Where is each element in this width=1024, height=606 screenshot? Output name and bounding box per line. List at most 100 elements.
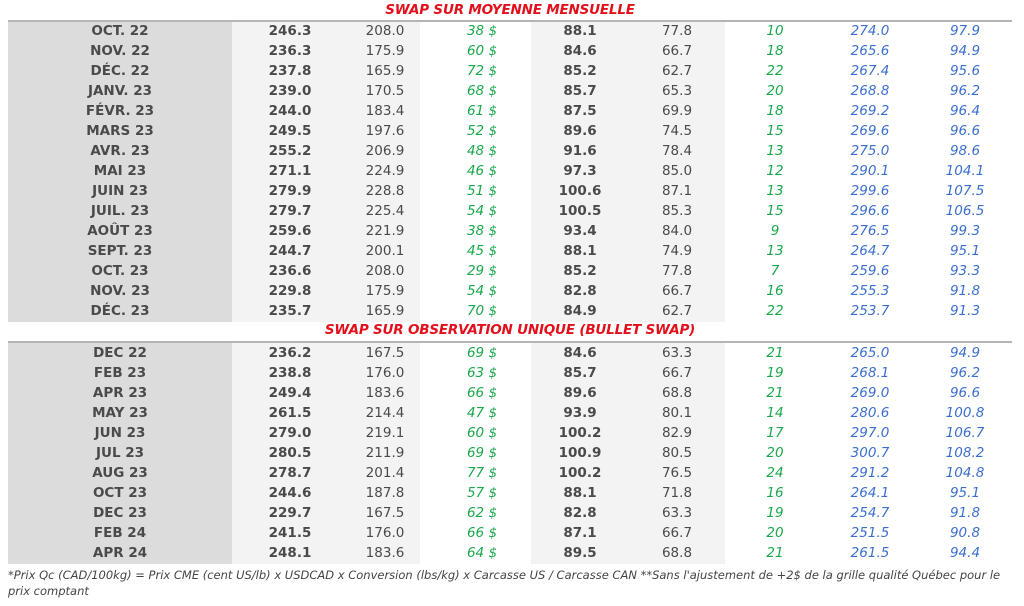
row-label: FEB 24 (93, 525, 147, 541)
table-cell: 64 $ (466, 545, 498, 561)
table-cell: 29 $ (466, 263, 498, 279)
row-label: DÉC. 22 (90, 63, 150, 79)
table-row: NOV. 22 236.3 175.9 60 $ 84.6 66.7 18 265.6 94.9 (0, 41, 1024, 61)
table-cell: 261.5 (268, 405, 312, 421)
table-cell: 90.8 (949, 525, 981, 541)
table-cell: 238.8 (268, 365, 312, 381)
table-cell: 208.0 (365, 263, 405, 279)
table-cell: 300.7 (850, 445, 890, 461)
table-cell: 167.5 (365, 505, 405, 521)
table-row: APR 23 249.4 183.6 66 $ 89.6 68.8 21 269.0 96.6 (0, 383, 1024, 403)
table-cell: 268.1 (850, 365, 890, 381)
table-cell: 208.0 (365, 23, 405, 39)
table-cell: 299.6 (850, 183, 890, 199)
table-cell: 20 (766, 445, 784, 461)
table-cell: 20 (766, 83, 784, 99)
table-cell: 87.1 (563, 525, 597, 541)
row-label: MAI 23 (93, 163, 147, 179)
table-cell: 183.6 (365, 545, 405, 561)
table-cell: 80.5 (661, 445, 693, 461)
table-row: OCT. 22 246.3 208.0 38 $ 88.1 77.8 10 274.0 97.9 (0, 21, 1024, 41)
table-cell: 95.1 (949, 243, 981, 259)
row-label: OCT 23 (92, 485, 148, 501)
row-label: AVR. 23 (90, 143, 150, 159)
row-label: AUG 23 (92, 465, 148, 481)
table-row: DEC 22 236.2 167.5 69 $ 84.6 63.3 21 265.0 94.9 (0, 343, 1024, 363)
table-row: FEB 24 241.5 176.0 66 $ 87.1 66.7 20 251.5 90.8 (0, 523, 1024, 543)
row-label: DEC 22 (93, 345, 147, 361)
table-cell: 48 $ (466, 143, 498, 159)
table-cell: 99.3 (949, 223, 981, 239)
table-cell: 267.4 (850, 63, 890, 79)
table-cell: 66.7 (661, 283, 693, 299)
table-row: OCT 23 244.6 187.8 57 $ 88.1 71.8 16 264.1 95.1 (0, 483, 1024, 503)
table-cell: 279.7 (268, 203, 312, 219)
table-cell: 62 $ (466, 505, 498, 521)
table-cell: 170.5 (365, 83, 405, 99)
table-row: DÉC. 23 235.7 165.9 70 $ 84.9 62.7 22 253.7 91.3 (0, 301, 1024, 321)
table-cell: 87.1 (661, 183, 693, 199)
table-cell: 18 (766, 43, 784, 59)
table-cell: 54 $ (466, 283, 498, 299)
table-cell: 10 (766, 23, 784, 39)
table-cell: 279.9 (268, 183, 312, 199)
table-cell: 261.5 (850, 545, 890, 561)
table-cell: 239.0 (268, 83, 312, 99)
table-cell: 264.1 (850, 485, 890, 501)
table-cell: 68.8 (661, 545, 693, 561)
table-cell: 65.3 (661, 83, 693, 99)
table-cell: 77.8 (661, 263, 693, 279)
table-cell: 84.9 (563, 303, 597, 319)
table-cell: 63.3 (661, 345, 693, 361)
table-cell: 100.9 (558, 445, 602, 461)
table-cell: 275.0 (850, 143, 890, 159)
table-cell: 85.7 (563, 83, 597, 99)
table-cell: 74.9 (661, 243, 693, 259)
table-row: FEB 23 238.8 176.0 63 $ 85.7 66.7 19 268.1 96.2 (0, 363, 1024, 383)
table-cell: 91.8 (949, 505, 981, 521)
table-cell: 85.0 (661, 163, 693, 179)
table-cell: 15 (766, 123, 784, 139)
table-cell: 297.0 (850, 425, 890, 441)
table-cell: 253.7 (850, 303, 890, 319)
table-cell: 68 $ (466, 83, 498, 99)
table-cell: 91.8 (949, 283, 981, 299)
table-row: DÉC. 22 237.8 165.9 72 $ 85.2 62.7 22 267.4 95.6 (0, 61, 1024, 81)
table-cell: 236.3 (268, 43, 312, 59)
table-row: APR 24 248.1 183.6 64 $ 89.5 68.8 21 261.5 94.4 (0, 543, 1024, 563)
table-cell: 280.5 (268, 445, 312, 461)
table-cell: 78.4 (661, 143, 693, 159)
table-cell: 60 $ (466, 43, 498, 59)
table-cell: 165.9 (365, 303, 405, 319)
table-cell: 45 $ (466, 243, 498, 259)
table-row: AUG 23 278.7 201.4 77 $ 100.2 76.5 24 291.2 104.… (0, 463, 1024, 483)
table-cell: 69.9 (661, 103, 693, 119)
table-cell: 21 (766, 385, 784, 401)
table-cell: 62.7 (661, 63, 693, 79)
table-cell: 61 $ (466, 103, 498, 119)
table-cell: 54 $ (466, 203, 498, 219)
table-cell: 268.8 (850, 83, 890, 99)
row-label: NOV. 22 (90, 43, 150, 59)
table-cell: 259.6 (268, 223, 312, 239)
label-column-bg (8, 343, 232, 564)
table-cell: 235.7 (268, 303, 312, 319)
table-cell: 187.8 (365, 485, 405, 501)
table-cell: 66.7 (661, 525, 693, 541)
table-cell: 60 $ (466, 425, 498, 441)
table-cell: 93.3 (949, 263, 981, 279)
table-cell: 201.4 (365, 465, 405, 481)
table-cell: 69 $ (466, 445, 498, 461)
table-cell: 24 (766, 465, 784, 481)
table-cell: 264.7 (850, 243, 890, 259)
table-cell: 165.9 (365, 63, 405, 79)
table-cell: 13 (766, 243, 784, 259)
table-cell: 84.6 (563, 43, 597, 59)
table-cell: 88.1 (563, 23, 597, 39)
table-cell: 278.7 (268, 465, 312, 481)
table-cell: 241.5 (268, 525, 312, 541)
table-cell: 89.6 (563, 123, 597, 139)
table-cell: 87.5 (563, 103, 597, 119)
table-cell: 96.2 (949, 83, 981, 99)
row-label: APR 24 (92, 545, 148, 561)
